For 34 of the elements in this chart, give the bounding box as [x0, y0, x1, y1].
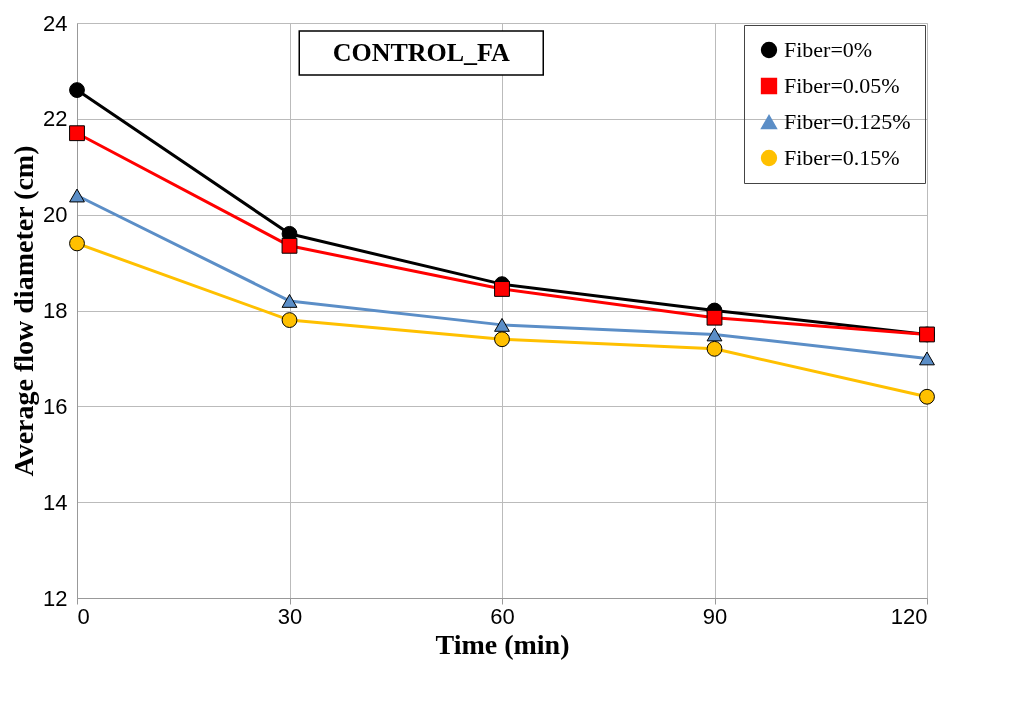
point: [281, 312, 298, 328]
point: [69, 125, 85, 142]
x-tick-label: 90: [702, 603, 728, 629]
x-axis-title: Time (min): [435, 628, 570, 660]
x-tick-label: 60: [490, 603, 515, 629]
y-tick-label: 16: [43, 393, 68, 419]
y-tick-label: 14: [43, 489, 68, 515]
legend-label: Fiber=0%: [784, 37, 873, 62]
x-tick-label: 0: [77, 603, 90, 629]
point: [706, 340, 723, 357]
point: [494, 281, 510, 297]
legend-label: Fiber=0.15%: [784, 145, 900, 170]
y-tick-label: 20: [43, 202, 68, 228]
point: [281, 237, 298, 254]
legend-label: Fiber=0.125%: [784, 109, 911, 134]
y-tick-label: 22: [43, 106, 68, 132]
point: [706, 327, 723, 342]
x-tick-label: 30: [277, 603, 303, 629]
point: [919, 388, 935, 405]
x-tick-label: 120: [890, 603, 928, 629]
y-tick-label: 24: [43, 10, 68, 36]
point: [706, 309, 723, 326]
point: [281, 293, 298, 308]
point: [494, 317, 510, 332]
annotation: CONTROL_FA: [332, 38, 511, 67]
legend-label: Fiber=0.05%: [784, 73, 900, 98]
point: [69, 235, 85, 252]
point: [69, 188, 85, 203]
y-axis-title: Average flow diameter (cm): [8, 145, 40, 477]
y-tick-label: 12: [43, 585, 68, 611]
point: [69, 82, 85, 98]
point: [919, 351, 935, 366]
y-tick-label: 18: [43, 298, 68, 323]
point: [494, 331, 510, 348]
